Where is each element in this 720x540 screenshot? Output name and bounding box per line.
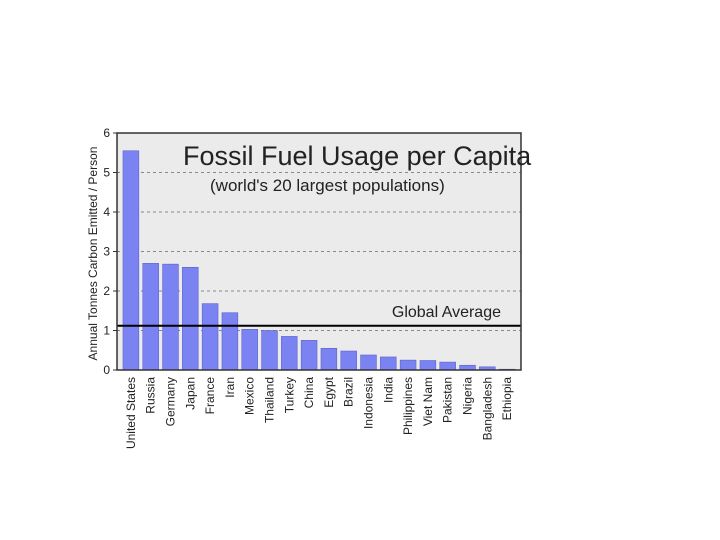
bar-china bbox=[300, 340, 318, 371]
bar-turkey bbox=[281, 336, 298, 371]
bar-philippines bbox=[399, 359, 417, 371]
x-tick-label: Nigeria bbox=[461, 377, 475, 415]
y-axis: 0 1 2 3 4 5 6 bbox=[103, 126, 117, 377]
y-tick-label: 5 bbox=[103, 166, 110, 180]
y-tick-label: 2 bbox=[103, 284, 110, 298]
global-average-label: Global Average bbox=[392, 304, 501, 321]
x-tick-label: Viet Nam bbox=[421, 377, 435, 426]
x-tick-label: Indonesia bbox=[362, 377, 376, 429]
bar-japan bbox=[182, 266, 199, 371]
bar-germany bbox=[162, 263, 179, 371]
bar-egypt bbox=[320, 347, 338, 371]
x-tick-label: Russia bbox=[144, 377, 158, 414]
x-tick-label: Ethiopia bbox=[500, 377, 514, 421]
bar-brazil bbox=[340, 350, 357, 371]
x-tick-label: China bbox=[302, 377, 316, 409]
x-tick-label: Iran bbox=[223, 377, 237, 398]
x-tick-label: France bbox=[203, 377, 217, 415]
x-tick-label: Mexico bbox=[243, 377, 257, 415]
x-axis: United States Russia Germany Japan France Ira… bbox=[124, 376, 514, 449]
bar-russia bbox=[142, 263, 159, 371]
bar-pakistan bbox=[439, 361, 456, 371]
bar-united-states bbox=[122, 150, 140, 371]
x-tick-label: Brazil bbox=[342, 377, 356, 407]
x-tick-label: Thailand bbox=[263, 377, 277, 423]
y-tick-label: 1 bbox=[103, 324, 110, 338]
bar-indonesia bbox=[360, 354, 377, 371]
y-tick-label: 4 bbox=[103, 205, 110, 219]
x-tick-label: United States bbox=[124, 377, 138, 449]
y-axis-label: Annual Tonnes Carbon Emitted / Person bbox=[86, 147, 100, 361]
x-tick-label: Turkey bbox=[282, 377, 296, 413]
chart-subtitle: (world's 20 largest populations) bbox=[210, 176, 445, 195]
bar-france bbox=[201, 303, 219, 371]
x-tick-label: Philippines bbox=[401, 377, 415, 435]
x-tick-label: Pakistan bbox=[441, 377, 455, 423]
y-tick-label: 6 bbox=[103, 126, 110, 140]
y-tick-label: 0 bbox=[103, 363, 110, 377]
chart-title: Fossil Fuel Usage per Capita bbox=[183, 141, 532, 171]
x-tick-label: Germany bbox=[164, 377, 178, 426]
x-tick-label: Japan bbox=[183, 377, 197, 410]
bar-iran bbox=[221, 312, 239, 371]
x-tick-label: Egypt bbox=[322, 376, 336, 407]
bar-india bbox=[380, 356, 397, 371]
bar-thailand bbox=[261, 330, 278, 371]
bars bbox=[122, 150, 516, 371]
bar-viet-nam bbox=[419, 360, 437, 371]
x-tick-label: Bangladesh bbox=[480, 377, 494, 440]
bar-mexico bbox=[241, 329, 258, 371]
x-tick-label: India bbox=[381, 377, 395, 403]
y-tick-label: 3 bbox=[103, 245, 110, 259]
